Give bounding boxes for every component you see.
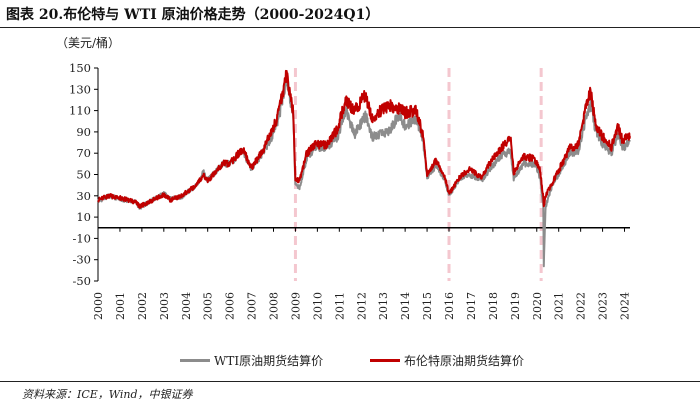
- x-tick-label: 2004: [180, 292, 193, 320]
- x-tick-label: 2022: [575, 292, 588, 320]
- source-bar: 资料来源：ICE，Wind，中银证券: [0, 381, 700, 402]
- legend-item-wti: WTI原油期货结算价: [180, 352, 323, 369]
- y-tick-label: -50: [72, 274, 91, 288]
- series-line-1: [97, 69, 631, 209]
- x-tick-label: 2005: [202, 292, 215, 320]
- y-tick-label: 10: [76, 210, 91, 224]
- y-tick-label: -30: [72, 253, 91, 267]
- series-line-0: [97, 74, 631, 268]
- legend-swatch-wti: [180, 359, 210, 362]
- x-tick-label: 2016: [443, 292, 456, 320]
- x-tick-label: 2012: [355, 292, 368, 320]
- x-tick-label: 2011: [333, 292, 346, 320]
- x-tick-label: 2021: [553, 292, 566, 320]
- x-tick-label: 2024: [619, 292, 632, 320]
- x-tick-label: 2018: [487, 292, 500, 320]
- x-tick-label: 2020: [531, 292, 544, 320]
- y-tick-label: 130: [69, 82, 91, 96]
- x-tick-label: 2009: [289, 292, 302, 320]
- y-tick-label: 150: [69, 61, 91, 75]
- legend-swatch-brent: [370, 359, 400, 362]
- y-tick-label: 70: [76, 146, 91, 160]
- source-note: 资料来源：ICE，Wind，中银证券: [22, 388, 193, 401]
- y-tick-label: -10: [72, 231, 91, 245]
- x-tick-label: 2003: [158, 292, 171, 320]
- x-tick-label: 2014: [399, 292, 412, 320]
- y-tick-label: 30: [76, 189, 91, 203]
- legend-label-brent: 布伦特原油期货结算价: [404, 354, 525, 368]
- x-tick-label: 2007: [246, 292, 259, 320]
- x-tick-label: 2002: [136, 292, 149, 320]
- y-tick-label: 90: [76, 125, 91, 139]
- x-tick-label: 2008: [268, 292, 281, 320]
- title-bar: 图表 20.布伦特与 WTI 原油价格走势（2000-2024Q1）: [0, 0, 700, 28]
- y-unit-label: （美元/桶）: [56, 36, 121, 50]
- figure-title: 图表 20.布伦特与 WTI 原油价格走势（2000-2024Q1）: [6, 7, 380, 23]
- x-tick-label: 2019: [509, 292, 522, 320]
- x-tick-label: 2006: [224, 292, 237, 320]
- y-tick-label: 110: [69, 104, 91, 118]
- x-tick-label: 2001: [114, 292, 127, 320]
- legend-item-brent: 布伦特原油期货结算价: [370, 352, 524, 369]
- legend-label-wti: WTI原油期货结算价: [214, 354, 324, 368]
- y-tick-label: 50: [76, 168, 91, 182]
- x-tick-label: 2015: [421, 292, 434, 320]
- x-tick-label: 2017: [465, 292, 478, 320]
- legend: WTI原油期货结算价 布伦特原油期货结算价: [180, 352, 600, 370]
- x-tick-label: 2010: [311, 292, 324, 320]
- x-tick-label: 2013: [377, 292, 390, 320]
- x-tick-label: 2023: [597, 292, 610, 320]
- x-tick-label: 2000: [92, 292, 105, 320]
